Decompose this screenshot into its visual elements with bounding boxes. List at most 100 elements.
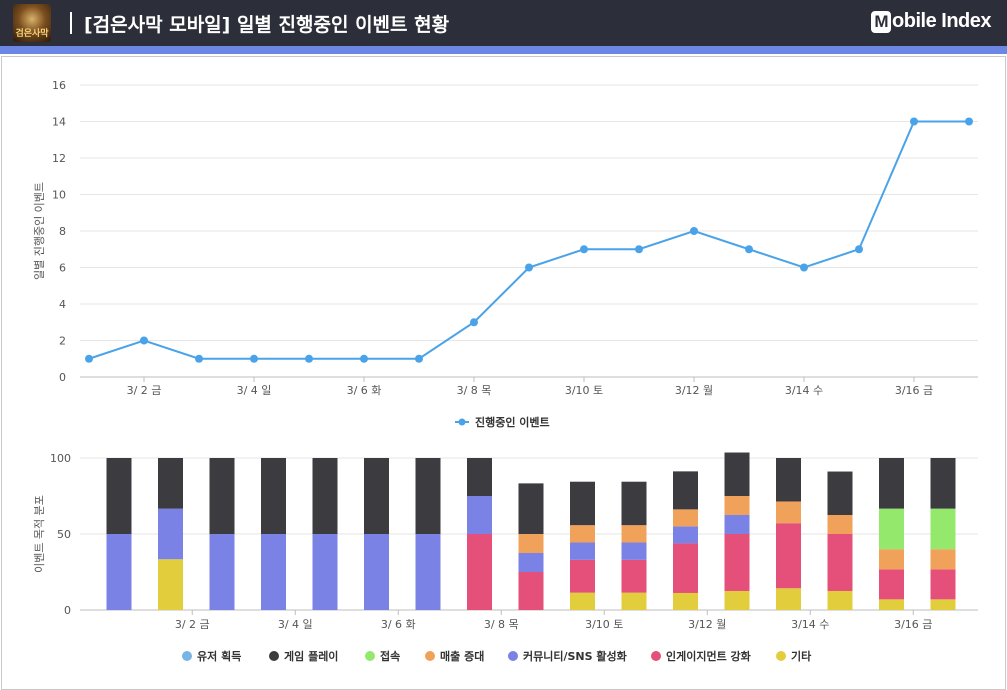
bar-segment xyxy=(570,481,595,526)
bar-segment xyxy=(158,458,183,509)
bar-segment xyxy=(673,526,698,544)
data-point xyxy=(855,245,863,254)
bar-segment xyxy=(776,523,801,589)
bar-segment xyxy=(673,592,698,610)
x-tick-label: 3/16 금 xyxy=(894,618,932,631)
data-point xyxy=(965,117,973,126)
bar-segment xyxy=(879,458,904,509)
bar-segment xyxy=(467,496,492,534)
bar-segment xyxy=(312,534,338,610)
series-line xyxy=(88,120,969,360)
bar-segment xyxy=(570,542,595,560)
data-point xyxy=(415,354,423,363)
bar-segment xyxy=(621,542,647,560)
data-point xyxy=(305,354,313,363)
y-tick-label: 0 xyxy=(64,604,71,617)
x-tick-label: 3/ 8 목 xyxy=(457,384,492,397)
bar-segment xyxy=(930,549,956,570)
y-tick-label: 8 xyxy=(59,225,66,238)
data-point xyxy=(910,117,918,126)
y-tick-label: 10 xyxy=(52,189,66,202)
bar-segment xyxy=(776,501,801,524)
legend-marker xyxy=(269,651,279,661)
x-tick-label: 3/12 월 xyxy=(675,384,713,397)
stacked-bar-chart: 0 50 100 이벤트 목적 분포 3/ 2 금 3/ 4 일 3/ 6 화 3/ 8 목 3… xyxy=(33,452,978,663)
bar-segment xyxy=(106,458,132,534)
bar-segment xyxy=(724,452,750,496)
y-axis-label: 일별 진행중인 이벤트 xyxy=(32,182,46,280)
legend-marker xyxy=(651,651,661,661)
bar-segment xyxy=(879,569,904,600)
bar-segment xyxy=(621,481,647,526)
data-point xyxy=(140,336,148,345)
y-tick-label: 0 xyxy=(59,371,66,384)
y-axis-label: 이벤트 목적 분포 xyxy=(33,495,46,573)
y-tick-label: 50 xyxy=(57,528,71,541)
bar-segment xyxy=(621,559,647,593)
bar-segment xyxy=(879,549,904,570)
bar-segment xyxy=(570,559,595,593)
bar-segment xyxy=(724,515,750,534)
x-tick-label: 3/16 금 xyxy=(895,384,933,397)
y-tick-label: 14 xyxy=(52,116,66,129)
page-title: [검은사막 모바일] 일별 진행중인 이벤트 현황 xyxy=(84,14,450,36)
x-tick-label: 3/ 4 일 xyxy=(237,383,272,397)
x-tick-label: 3/ 8 목 xyxy=(484,618,519,631)
bar-segment xyxy=(827,471,853,515)
legend-marker xyxy=(365,651,375,661)
y-tick-label: 12 xyxy=(52,152,66,165)
bar-segment xyxy=(467,534,492,610)
bar-segment xyxy=(209,458,235,534)
bar-segment xyxy=(930,599,956,610)
x-tick-label: 3/ 6 화 xyxy=(347,384,382,397)
legend-label: 커뮤니티/SNS 활성화 xyxy=(523,649,627,663)
bar-segment xyxy=(467,458,492,496)
bar-segment xyxy=(518,534,544,553)
data-point xyxy=(85,354,93,363)
bar-segment xyxy=(261,458,286,534)
data-point xyxy=(525,263,533,272)
legend-label: 매출 증대 xyxy=(440,649,484,663)
bar-segment xyxy=(724,591,750,610)
bar-segment xyxy=(827,591,853,610)
x-tick-label: 3/12 월 xyxy=(688,618,726,631)
bar-segment xyxy=(364,534,389,610)
bar-segment xyxy=(415,458,441,534)
legend-label: 진행중인 이벤트 xyxy=(475,415,550,429)
data-point xyxy=(690,227,698,235)
legend-marker xyxy=(776,651,786,661)
bar-segment xyxy=(518,572,544,610)
bar-segment xyxy=(673,509,698,527)
bar-segment xyxy=(724,534,750,591)
bar-segment xyxy=(570,592,595,610)
legend-marker xyxy=(458,418,466,426)
x-tick-label: 3/10 토 xyxy=(565,384,603,397)
data-point xyxy=(800,263,808,272)
header-accent-band xyxy=(0,46,1007,54)
bar-segment xyxy=(879,508,904,550)
bar-segment xyxy=(776,458,801,502)
y-tick-label: 100 xyxy=(50,452,71,465)
x-tick-label: 3/ 2 금 xyxy=(175,618,210,631)
bar-segment xyxy=(158,559,183,610)
bar-segment xyxy=(621,525,647,543)
x-tick-label: 3/14 수 xyxy=(785,384,823,397)
bar-segment xyxy=(879,599,904,610)
bar-segment xyxy=(312,458,338,534)
legend-marker xyxy=(425,651,435,661)
x-tick-label: 3/ 4 일 xyxy=(278,617,313,631)
logo-mark: M xyxy=(871,11,892,33)
game-icon-label: 검은사막 xyxy=(15,29,49,39)
logo-text: obile Index xyxy=(892,10,991,32)
legend-marker xyxy=(508,651,518,661)
bar-segment xyxy=(930,508,956,550)
legend-label: 인게이지먼트 강화 xyxy=(666,649,751,663)
legend-marker xyxy=(182,651,192,661)
bar-segment xyxy=(518,553,544,572)
bar-segment xyxy=(518,483,544,534)
bar-segment xyxy=(570,525,595,543)
data-point xyxy=(195,354,203,363)
bar-segment xyxy=(621,592,647,610)
